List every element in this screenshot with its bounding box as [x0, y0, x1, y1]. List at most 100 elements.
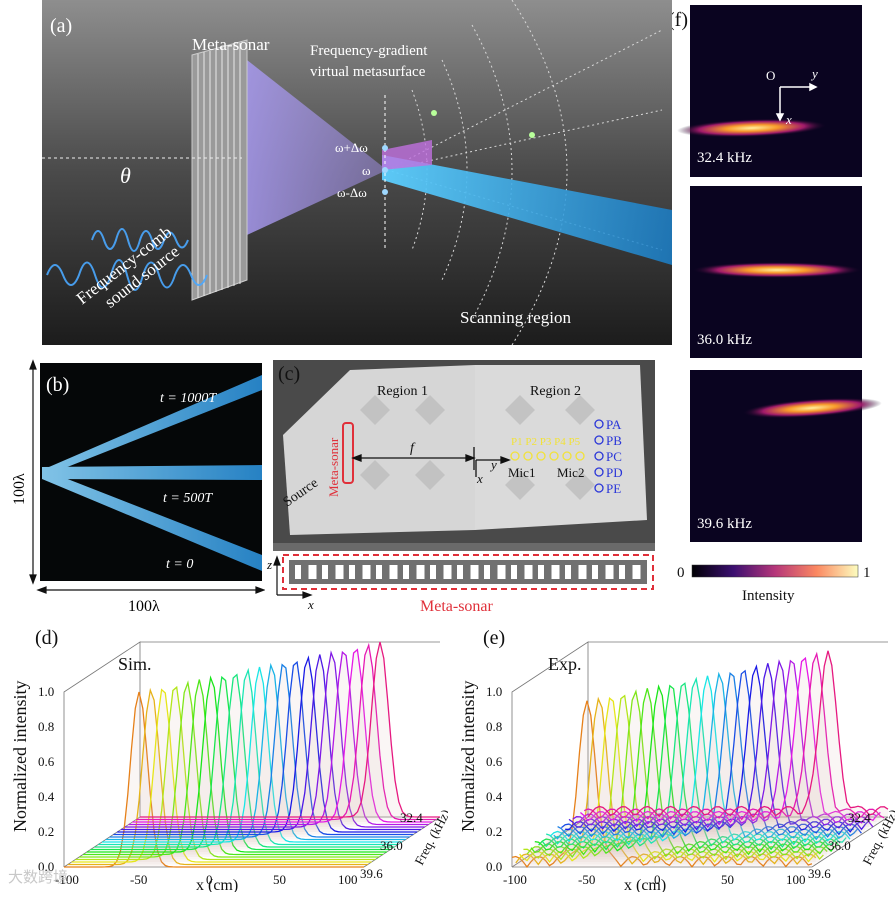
waterfall-curve [534, 684, 836, 853]
d-xtick-3: 50 [273, 872, 286, 887]
waterfall-curve [79, 680, 380, 858]
points-label: P1 P2 P3 P4 P5 [511, 436, 581, 448]
strip-hole [416, 565, 425, 579]
e-xtick-2: 0 [654, 872, 661, 887]
watermark: 大数跨境 [8, 866, 68, 887]
e-ytick-5: 1.0 [486, 684, 502, 699]
strip-hole [632, 565, 641, 579]
strip-hole [497, 565, 506, 579]
waterfall-curve [86, 675, 387, 853]
e-ztick-1: 36.0 [828, 838, 851, 853]
strip-hole [457, 565, 463, 579]
strip-hole [308, 565, 317, 579]
d-ytick-2: 0.4 [38, 789, 55, 804]
heatmap-freq-1: 32.4 kHz [697, 150, 752, 166]
waterfall-curve [568, 663, 870, 831]
photo-meta-sonar-label: Meta-sonar [326, 437, 341, 497]
d-ytick-0: 0.0 [38, 859, 54, 874]
omega-plus-label: ω+Δω [335, 140, 368, 155]
strip-hole [470, 565, 479, 579]
strip-hole [362, 565, 371, 579]
strip-hole [524, 565, 533, 579]
panel-b: (b) t = 1000T t = 500T t = 0 100λ 100λ [0, 355, 266, 620]
waterfall-fill [515, 698, 816, 865]
e-ztick-2: 39.6 [808, 866, 831, 881]
strip-hole [592, 565, 598, 579]
strip-hole [565, 565, 571, 579]
meta-sonar-grating [191, 39, 248, 301]
strip-hole [538, 565, 544, 579]
strip-hole [551, 565, 560, 579]
panel-b-yaxis: 100λ [11, 473, 28, 505]
e-xtick-3: 50 [721, 872, 734, 887]
colorbar-min: 0 [677, 565, 685, 581]
panel-a: (a) Meta-sonar Frequency-gradient virtua… [42, 0, 672, 346]
d-ytick-5: 1.0 [38, 684, 54, 699]
panel-d: (d) Sim. Normalized intensity 0.0 0.2 0.… [0, 622, 453, 894]
waterfall-fill [136, 645, 437, 820]
e-ytick-1: 0.2 [486, 824, 502, 839]
e-ytick-4: 0.8 [486, 719, 502, 734]
panel-f-heatmaps: (f) O y x 32.4 kHz 36.0 kHz 39.6 kHz 0 1… [668, 5, 882, 604]
panel-d-ylabel: Normalized intensity [10, 681, 30, 832]
waterfall-fill [67, 690, 368, 865]
strip-hole [335, 565, 344, 579]
panel-e-3d-plot: (e) Exp. Normalized intensity 0.0 0.2 0.… [458, 627, 895, 894]
strip-hole [605, 565, 614, 579]
panel-e-tag: Exp. [548, 654, 582, 674]
mic2-label: Mic2 [557, 465, 584, 480]
waterfall-curve [140, 641, 440, 818]
mic1-label: Mic1 [508, 465, 535, 480]
e-xtick-0: -100 [503, 872, 527, 887]
strip-meta-sonar-label: Meta-sonar [420, 598, 494, 615]
waterfall-fill [576, 660, 877, 825]
pa-label: PA [606, 417, 622, 432]
strip-hole [578, 565, 587, 579]
d-ztick-0: 32.4 [400, 810, 423, 825]
strip-z-label: z [266, 557, 272, 572]
colorbar [691, 564, 859, 578]
omega-label: ω [362, 163, 371, 178]
waterfall-fill [140, 642, 440, 817]
d-xtick-1: -50 [130, 872, 147, 887]
virtual-metasurface-line2: virtual metasurface [310, 64, 426, 80]
watermark-text: 大数跨境 [8, 868, 69, 886]
e-ytick-0: 0.0 [486, 859, 502, 874]
time-label-1000: t = 1000T [160, 391, 217, 406]
waterfall-curve [515, 696, 817, 866]
panel-d-label: (d) [35, 627, 58, 649]
d-xtick-2: 0 [206, 872, 213, 887]
pc-label: PC [606, 449, 622, 464]
d-ztick-1: 36.0 [380, 838, 403, 853]
d-xtick-0: -100 [55, 872, 79, 887]
axis-o-label: O [766, 68, 775, 83]
waterfall-curve [94, 673, 395, 848]
photo-x-label: x [476, 471, 483, 486]
panel-e: (e) Exp. Normalized intensity 0.0 0.2 0.… [448, 622, 895, 894]
panel-e-label: (e) [483, 627, 505, 649]
waterfall-curve [136, 642, 437, 821]
waterfall-curve [67, 687, 368, 866]
waterfall-fill [64, 692, 364, 867]
waterfall-curve [587, 650, 889, 818]
waterfall-curve [561, 669, 862, 836]
panel-d-tag: Sim. [118, 654, 152, 674]
e-xtick-4: 100 [786, 872, 806, 887]
waterfall-fill [132, 649, 433, 822]
waterfall-curve [121, 654, 421, 831]
waterfall-curve [105, 662, 406, 841]
panel-e-ylabel: Normalized intensity [458, 681, 478, 832]
e-xtick-1: -50 [578, 872, 595, 887]
panel-c: (c) Region 1 Region 2 Meta-sonar Source … [265, 355, 665, 620]
e-ytick-2: 0.4 [486, 789, 503, 804]
d-ztick-2: 39.6 [360, 866, 383, 881]
pd-label: PD [606, 465, 623, 480]
virtual-metasurface-line1: Frequency-gradient [310, 43, 428, 59]
d-ytick-3: 0.6 [38, 754, 55, 769]
waterfall-fill [580, 658, 881, 822]
strip-hole [430, 565, 436, 579]
d-ytick-4: 0.8 [38, 719, 54, 734]
e-ztick-0: 32.4 [848, 810, 871, 825]
scanning-region-label: Scanning region [460, 308, 571, 327]
region-2-label: Region 2 [530, 384, 581, 399]
